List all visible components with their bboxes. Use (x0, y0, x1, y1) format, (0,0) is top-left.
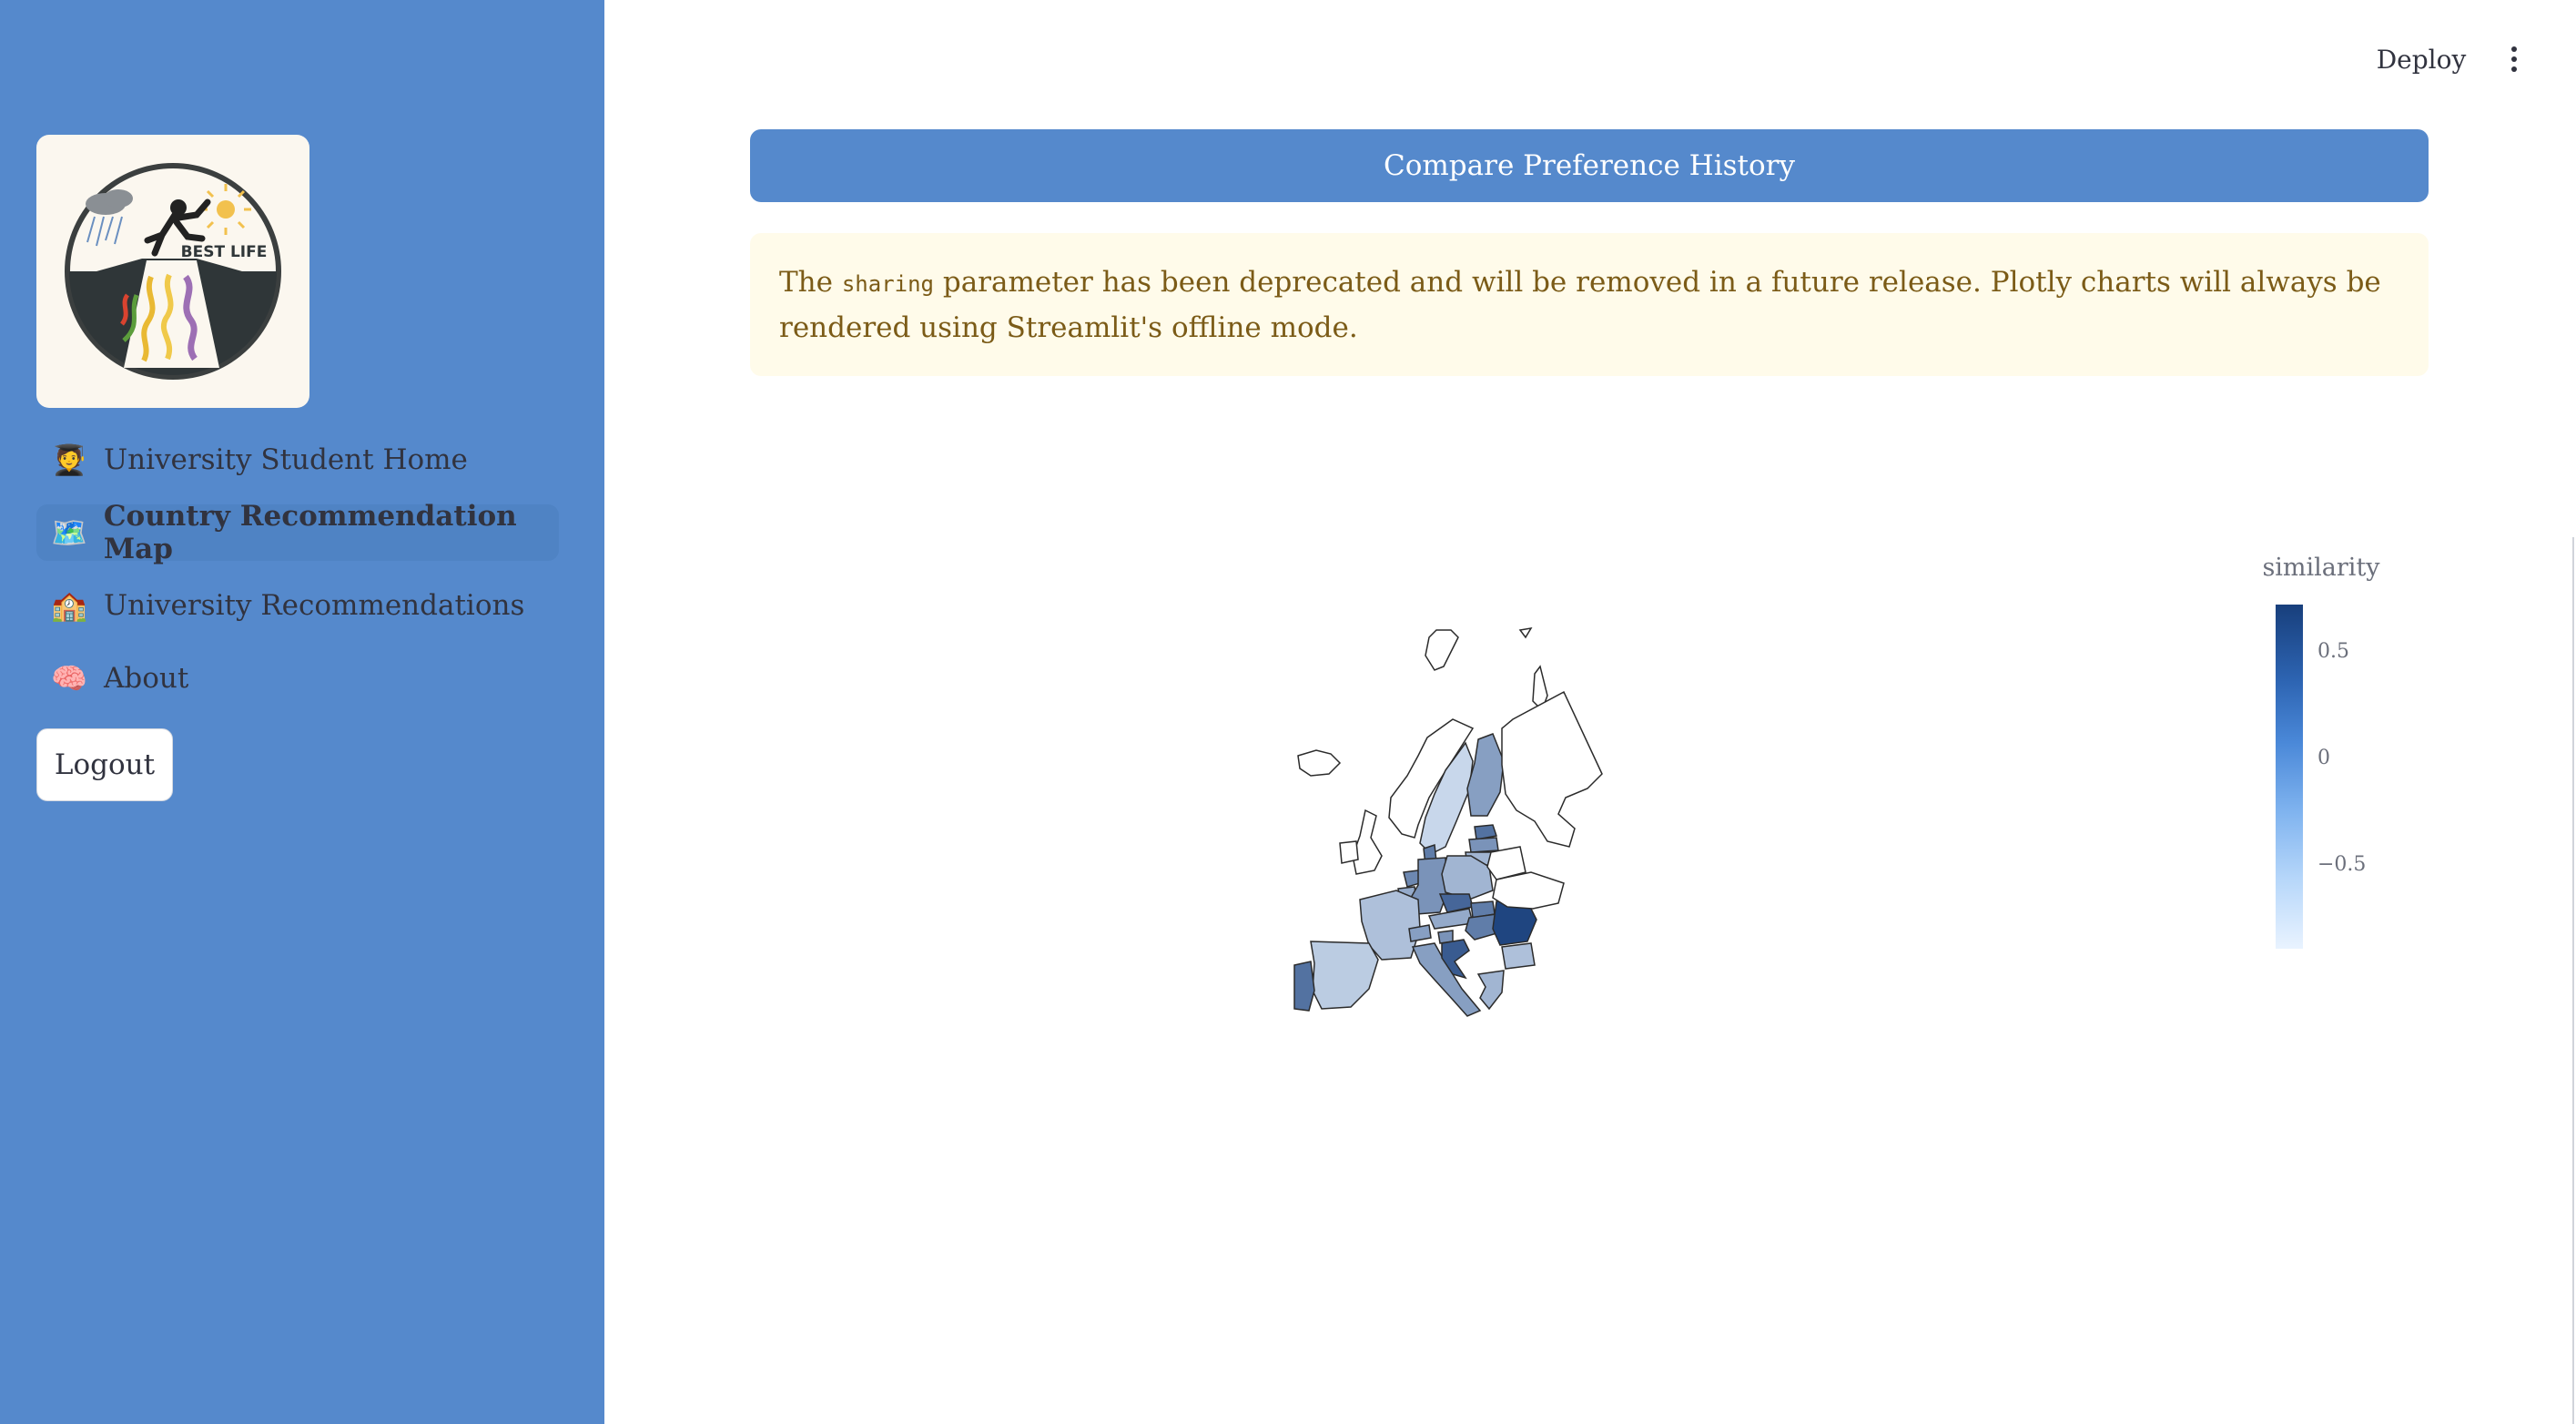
colorbar-tick: 0.5 (2317, 640, 2349, 663)
map-icon: 🗺️ (51, 515, 87, 550)
deploy-button[interactable]: Deploy (2376, 44, 2467, 75)
scrollbar[interactable] (2572, 537, 2574, 1424)
choropleth-map[interactable] (1274, 583, 1711, 1056)
sidebar-item-label: University Recommendations (104, 589, 525, 622)
map-country-italy[interactable] (1411, 942, 1482, 1017)
sidebar-item-label: Country Recommendation Map (103, 500, 517, 565)
sidebar-item-university-student-home[interactable]: 🧑‍🎓 University Student Home (36, 432, 559, 488)
map-country-ireland[interactable] (1339, 840, 1359, 864)
map-country-greece[interactable] (1476, 970, 1505, 1011)
map-country-spain[interactable] (1310, 941, 1379, 1010)
map-country-portugal[interactable] (1293, 961, 1315, 1012)
map-svg[interactable] (1274, 583, 1711, 1056)
map-country-france[interactable] (1359, 890, 1421, 961)
compare-preference-history-button[interactable]: Compare Preference History (750, 129, 2429, 202)
graduate-icon: 🧑‍🎓 (51, 442, 87, 477)
sidebar-item-about[interactable]: 🧠 About (36, 650, 559, 707)
map-country-estonia[interactable] (1474, 824, 1497, 840)
app-logo: BEST LIFE (36, 135, 309, 408)
map-country-iceland[interactable] (1297, 749, 1342, 777)
sidebar-item-country-recommendation-map[interactable]: 🗺️ Country Recommendation Map (36, 500, 559, 565)
warning-text-before: The (779, 266, 842, 299)
map-country-croatia[interactable] (1441, 939, 1470, 980)
sidebar: BEST LIFE 🧑‍🎓 University Student Home 🗺️… (0, 0, 604, 1424)
sidebar-item-university-recommendations[interactable]: 🏫 University Recommendations (36, 577, 559, 634)
map-country-finland[interactable] (1466, 733, 1505, 817)
sidebar-item-label: University Student Home (104, 443, 468, 476)
map-country-belarus[interactable] (1486, 846, 1526, 880)
map-country-hungary[interactable] (1465, 913, 1501, 941)
logout-button[interactable]: Logout (36, 728, 173, 801)
map-country-poland[interactable] (1441, 855, 1494, 900)
school-icon: 🏫 (51, 588, 87, 623)
sidebar-item-label: About (104, 662, 189, 695)
map-country-sweden[interactable] (1419, 741, 1474, 855)
map-country-norway[interactable] (1388, 718, 1475, 839)
colorbar-tick: 0 (2317, 747, 2330, 769)
map-country-latvia[interactable] (1468, 837, 1499, 853)
brain-icon: 🧠 (51, 661, 87, 696)
map-country-bulgaria[interactable] (1501, 942, 1536, 970)
logo-text: BEST LIFE (181, 243, 268, 261)
map-island (1425, 629, 1459, 671)
colorbar (2276, 605, 2303, 949)
warning-text-after: parameter has been deprecated and will b… (779, 266, 2381, 344)
map-country-united-kingdom[interactable] (1352, 809, 1383, 875)
warning-code: sharing (841, 271, 934, 297)
colorbar-title: similarity (2262, 554, 2380, 582)
deprecation-warning: The sharing parameter has been deprecate… (750, 233, 2429, 376)
map-island (1518, 626, 1533, 639)
map-country-switzerland[interactable] (1408, 924, 1432, 942)
more-options-icon[interactable] (2496, 38, 2532, 80)
colorbar-tick: −0.5 (2317, 853, 2367, 876)
map-country-ukraine[interactable] (1492, 871, 1565, 910)
map-country-russia[interactable] (1501, 690, 1603, 848)
